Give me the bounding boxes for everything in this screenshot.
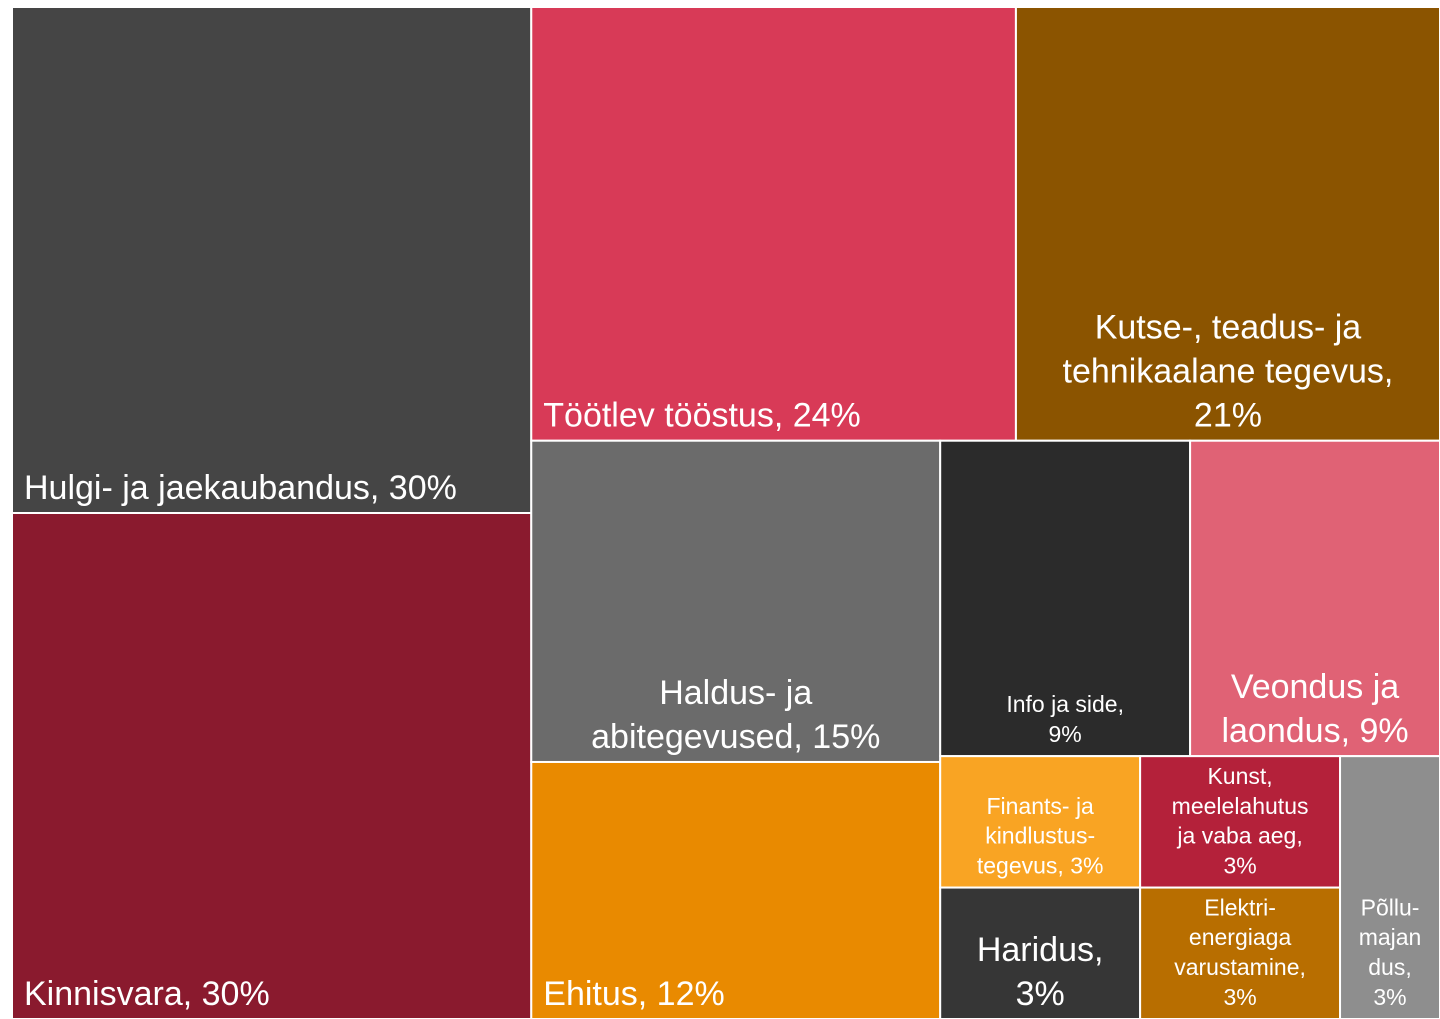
label-line: Töötlev tööstus, 24% [543, 397, 861, 435]
label-line: abitegevused, 15% [591, 718, 880, 756]
label-line: 3% [1223, 984, 1256, 1010]
tile [1139, 755, 1342, 889]
tile-label: Kutse-, teadus- ja tehnikaalane tegevus, 2… [1063, 308, 1394, 434]
label-line: dus, [1368, 954, 1411, 980]
label-line: majan [1359, 924, 1422, 950]
label-line: Finants- ja [986, 793, 1094, 819]
tile-label: Finants- ja kindlustus-tegevus, 3% [977, 793, 1104, 879]
tile [530, 439, 942, 763]
tile-label: Elektri-energiaga varustamine, 3% [1174, 894, 1306, 1010]
label-line: laondus, 9% [1221, 712, 1408, 750]
label-line: varustamine, [1174, 954, 1306, 980]
label-line: Info ja side, [1006, 691, 1124, 717]
tile-label: Kinnisvara, 30% [24, 975, 270, 1013]
tile-label: Kunst, meelelahutus ja vaba aeg, 3% [1172, 763, 1309, 879]
tile-label: Hulgi- ja jaekaubandus, 30% [24, 469, 457, 507]
label-line: tegevus, 3% [977, 853, 1104, 879]
tile-label: Info ja side, 9% [1006, 691, 1124, 747]
tile [530, 6, 1017, 442]
label-line: Veondus ja [1231, 668, 1399, 706]
label-line: Haridus, [977, 931, 1104, 969]
tile [11, 512, 533, 1019]
tile-label: Töötlev tööstus, 24% [543, 397, 861, 435]
label-line: meelelahutus [1172, 793, 1309, 819]
tile [11, 6, 533, 514]
label-line: 9% [1049, 721, 1082, 747]
tile [939, 886, 1142, 1019]
tile [1139, 886, 1342, 1019]
tile-label: Haldus- ja abitegevused, 15% [591, 674, 880, 756]
label-line: Kinnisvara, 30% [24, 975, 270, 1013]
label-line: 3% [1223, 853, 1256, 879]
label-line: Kunst, [1207, 763, 1272, 789]
label-line: kindlustus- [985, 823, 1095, 849]
tile-label: Ehitus, 12% [543, 975, 724, 1013]
label-line: Hulgi- ja jaekaubandus, 30% [24, 469, 457, 507]
label-line: Kutse-, teadus- ja [1095, 308, 1362, 346]
label-line: ja vaba aeg, [1176, 823, 1302, 849]
label-line: Põllu- [1361, 894, 1420, 920]
tile [939, 439, 1192, 758]
label-line: Elektri- [1204, 894, 1276, 920]
label-line: 3% [1373, 984, 1406, 1010]
label-line: Haldus- ja [659, 674, 812, 712]
tile-label: Haridus, 3% [977, 931, 1104, 1013]
label-line: energiaga [1189, 924, 1292, 950]
tile [1014, 6, 1440, 442]
tile [939, 755, 1142, 889]
tile-label: Põllu-majan dus, 3% [1359, 894, 1422, 1010]
label-line: 3% [1016, 975, 1065, 1013]
label-line: Ehitus, 12% [543, 975, 724, 1013]
label-line: tehnikaalane tegevus, [1063, 353, 1394, 391]
tile [1339, 755, 1440, 1019]
tile-label: Veondus ja laondus, 9% [1221, 668, 1408, 750]
label-line: 21% [1194, 397, 1262, 435]
tile [1189, 439, 1440, 758]
